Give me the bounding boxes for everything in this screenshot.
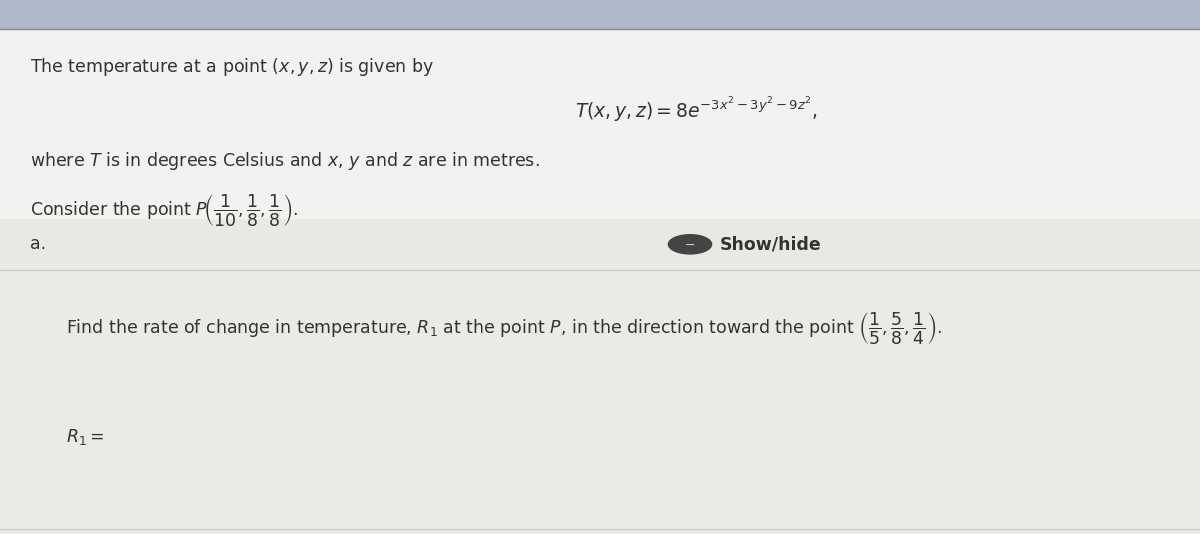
FancyBboxPatch shape bbox=[0, 270, 1200, 534]
Text: where $T$ is in degrees Celsius and $x$, $y$ and $z$ are in metres.: where $T$ is in degrees Celsius and $x$,… bbox=[30, 150, 540, 171]
Text: Consider the point $P\!\left(\dfrac{1}{10},\dfrac{1}{8},\dfrac{1}{8}\right).$: Consider the point $P\!\left(\dfrac{1}{1… bbox=[30, 192, 298, 228]
FancyBboxPatch shape bbox=[0, 219, 1200, 270]
Text: Show/hide: Show/hide bbox=[720, 235, 822, 253]
Text: $T(x, y, z) = 8e^{-3x^2-3y^2-9z^2},$: $T(x, y, z) = 8e^{-3x^2-3y^2-9z^2},$ bbox=[575, 96, 817, 124]
Text: Find the rate of change in temperature, $R_1$ at the point $P$, in the direction: Find the rate of change in temperature, … bbox=[66, 310, 942, 345]
Circle shape bbox=[668, 235, 712, 254]
Text: $R_1 =$: $R_1 =$ bbox=[66, 427, 104, 447]
FancyBboxPatch shape bbox=[0, 0, 1200, 29]
Text: The temperature at a point $(x, y, z)$ is given by: The temperature at a point $(x, y, z)$ i… bbox=[30, 56, 434, 78]
Text: $-$: $-$ bbox=[684, 238, 696, 251]
Text: a.: a. bbox=[30, 235, 46, 253]
